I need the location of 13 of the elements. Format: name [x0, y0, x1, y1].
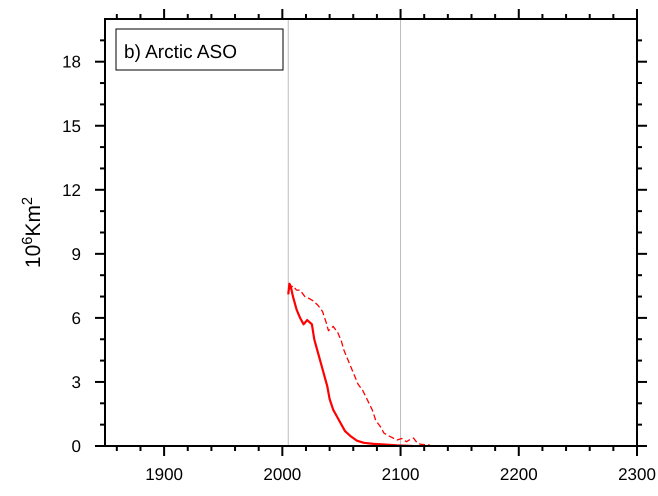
- x-tick-label: 1900: [145, 465, 184, 484]
- x-tick-label: 2200: [500, 465, 538, 484]
- y-tick-label: 12: [62, 180, 81, 200]
- x-tick-label: 2000: [263, 465, 302, 484]
- y-tick-label: 3: [72, 372, 81, 392]
- y-tick-label: 0: [72, 437, 81, 456]
- y-tick-label: 9: [72, 244, 81, 264]
- y-tick-label: 6: [72, 308, 81, 328]
- x-tick-label: 2100: [382, 465, 420, 484]
- text: b) Arctic ASO: [124, 42, 237, 63]
- x-tick-label: 2300: [618, 465, 656, 484]
- y-tick-label: 15: [62, 116, 81, 136]
- y-tick-label: 18: [62, 52, 81, 72]
